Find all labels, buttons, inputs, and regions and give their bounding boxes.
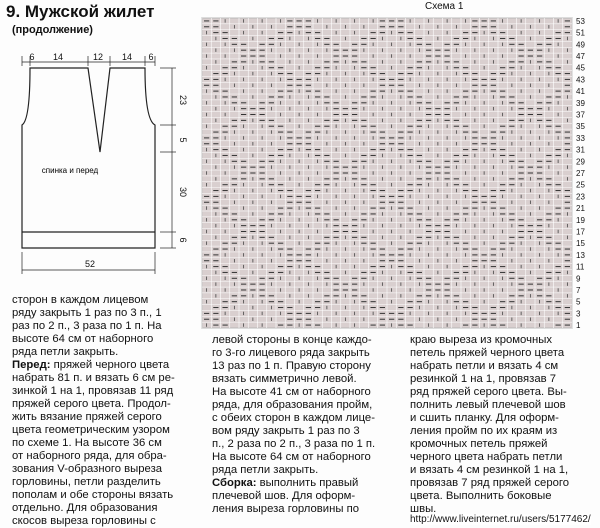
- text-line: плечевой шов. Для оформ-: [212, 490, 356, 502]
- text-line: горловины, петли разделить: [12, 476, 161, 488]
- text-line: скосов выреза горловины с: [12, 515, 156, 527]
- piece-label: спинка и перед: [42, 166, 99, 175]
- source-url: http://www.liveinternet.ru/users/5177462…: [410, 514, 591, 525]
- text-line: ряду закрыть 1 раз по 3 п., 1: [12, 307, 162, 319]
- text-line: Перед: пряжей черного цвета: [12, 359, 175, 372]
- row-number: 45: [576, 64, 585, 73]
- text-column: левой стороны в конце каждо-го 3-го лице…: [212, 334, 375, 516]
- text-line: и сшить планку. Для оформ-: [410, 412, 559, 424]
- dim-label: 52: [85, 259, 95, 269]
- row-number: 43: [576, 75, 585, 84]
- text-line: петель пряжей черного цвета: [410, 347, 565, 359]
- row-number: 51: [576, 29, 585, 38]
- text-line: жить вязание пряжей серого: [12, 411, 162, 423]
- text-line: Сборка: выполнить правый: [212, 477, 375, 490]
- row-number: 5: [576, 298, 581, 307]
- text-line: п., 2 раза по 2 п., 3 раза по 1 п.: [212, 438, 376, 450]
- row-number: 15: [576, 239, 585, 248]
- text-run: пряжей черного цвета: [50, 359, 170, 371]
- text-line: пополам и обе стороны вязать: [12, 489, 174, 501]
- text-run: выполнить правый: [256, 477, 359, 489]
- text-line: резинкой 1 на 1, провязав 7: [410, 373, 557, 385]
- text-line: На высоте 41 см от наборного: [212, 386, 371, 398]
- text-line: 13 раз по 1 п. Правую сторону: [212, 360, 371, 372]
- text-line: швы.: [410, 503, 437, 515]
- knitting-chart: 5351494745434139373533312927252321191715…: [201, 17, 585, 330]
- bold-lead: Перед:: [12, 359, 51, 371]
- row-number: 29: [576, 157, 585, 166]
- row-number: 37: [576, 111, 585, 120]
- text-line: ряд пряжей серого цвета. Вы-: [410, 386, 567, 398]
- dim-label: 12: [93, 52, 103, 62]
- dim-label: 5: [178, 137, 188, 142]
- dim-label: 23: [178, 95, 188, 105]
- dim-label: 30: [178, 187, 188, 197]
- dim-label: 6: [178, 237, 188, 242]
- text-line: ряда, для образования пройм,: [212, 399, 373, 411]
- dim-label: 6: [148, 52, 153, 62]
- title: 9. Мужской жилет: [6, 2, 155, 21]
- row-number: 21: [576, 204, 585, 213]
- text-line: цвета геометрическим узором: [12, 424, 170, 436]
- dim-label: 14: [122, 52, 132, 62]
- text-line: по схеме 1. На высоте 36 см: [12, 437, 162, 449]
- row-number: 49: [576, 40, 585, 49]
- text-line: цвета. Выполнить боковые: [410, 490, 552, 502]
- row-number: 41: [576, 87, 585, 96]
- text-line: зования V-образного выреза: [12, 463, 163, 475]
- text-line: кромочных петель пряжей: [410, 438, 548, 450]
- text-line: и вязать 4 см резинкой 1 на 1,: [410, 464, 569, 476]
- chart-title: Схема 1: [425, 1, 464, 12]
- row-number: 1: [576, 321, 581, 330]
- row-number: 35: [576, 122, 585, 131]
- row-number: 17: [576, 227, 585, 236]
- text-line: ряда петли закрыть.: [212, 464, 319, 476]
- text-line: На высоте 64 см от наборного: [212, 451, 371, 463]
- row-number: 13: [576, 251, 585, 260]
- schematic: 6 14 12 14 6 23 5 30 6 52 спинка и перед: [21, 52, 188, 274]
- text-line: вом ряду закрыть 1 раз по 3: [212, 425, 360, 437]
- row-number: 7: [576, 286, 581, 295]
- row-number: 47: [576, 52, 585, 61]
- bold-lead: Сборка:: [212, 477, 257, 489]
- subtitle: (продолжение): [12, 24, 93, 36]
- text-line: высоте 64 см от наборного: [12, 333, 154, 345]
- text-line: вязать симметрично левой.: [212, 373, 357, 385]
- text-column: краю выреза из кромочных петель пряжей че…: [410, 334, 569, 516]
- text-line: раз по 2 п., 3 раза по 1 п. На: [12, 320, 162, 332]
- text-line: набрать петли и вязать 4 см: [410, 360, 559, 372]
- row-number: 39: [576, 99, 585, 108]
- row-number: 11: [576, 263, 585, 272]
- row-number: 25: [576, 181, 585, 190]
- row-number: 3: [576, 309, 581, 318]
- text-line: ления пройм по их краям из: [410, 425, 558, 437]
- dim-label: 14: [53, 52, 63, 62]
- text-line: провязав 7 ряд пряжей серого: [410, 477, 570, 489]
- text-line: набрать 81 п. и вязать 6 см ре-: [12, 372, 175, 384]
- text-line: полнить левый плечевой шов: [410, 399, 566, 411]
- text-line: краю выреза из кромочных: [410, 334, 552, 346]
- row-number: 33: [576, 134, 585, 143]
- text-line: сторон в каждом лицевом: [12, 294, 149, 306]
- text-line: черного цвета набрать петли: [410, 451, 563, 463]
- text-line: с обеих сторон в каждом лице-: [212, 412, 375, 424]
- row-number: 23: [576, 192, 585, 201]
- text-line: ряда петли закрыть.: [12, 346, 119, 358]
- text-line: пряжей серого цвета. Продол-: [12, 398, 171, 410]
- text-line: отдельно. Для образования: [12, 502, 158, 514]
- text-line: левой стороны в конце каждо-: [212, 334, 372, 346]
- text-column: сторон в каждом лицевом ряду закрыть 1 ра…: [12, 294, 175, 528]
- row-number: 27: [576, 169, 585, 178]
- text-line: го 3-го лицевого ряда закрыть: [212, 347, 370, 359]
- row-number: 9: [576, 274, 581, 283]
- row-number: 19: [576, 216, 585, 225]
- dim-label: 6: [29, 52, 34, 62]
- row-number: 53: [576, 17, 585, 26]
- text-line: зинкой 1 на 1, провязав 11 ряд: [12, 385, 174, 397]
- text-line: от наборного ряда, для обра-: [12, 450, 167, 462]
- text-line: ления выреза горловины по: [212, 503, 359, 515]
- row-number: 31: [576, 146, 585, 155]
